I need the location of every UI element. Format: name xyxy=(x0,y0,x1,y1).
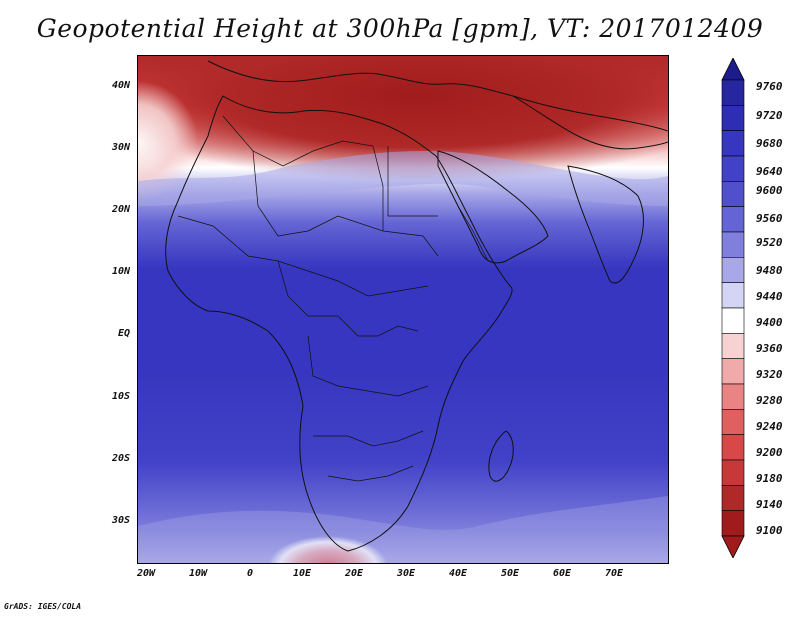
colorbar-box xyxy=(721,79,745,106)
lon-label-0: 0 xyxy=(246,568,254,579)
colorbar-label-9600: 9600 xyxy=(756,184,783,197)
lon-label-70e: 70E xyxy=(604,568,624,579)
lon-label-20w: 20W xyxy=(136,568,156,579)
lon-label-20e: 20E xyxy=(344,568,364,579)
colorbar-label-9360: 9360 xyxy=(756,342,783,355)
madagascar-coastline xyxy=(488,430,514,482)
colorbar-label-9640: 9640 xyxy=(756,165,783,178)
geopotential-field xyxy=(138,56,668,563)
colorbar-box xyxy=(721,105,745,131)
colorbar-box xyxy=(721,130,745,157)
lon-label-10e: 10E xyxy=(292,568,312,579)
colorbar-label-9400: 9400 xyxy=(756,316,783,329)
colorbar-label-9480: 9480 xyxy=(756,264,783,277)
colorbar-label-9100: 9100 xyxy=(756,524,783,537)
southern-ridge xyxy=(268,536,388,563)
europe-coastline xyxy=(207,60,668,132)
colorbar-box xyxy=(721,333,745,359)
colorbar-box xyxy=(721,257,745,283)
lon-label-40e: 40E xyxy=(448,568,468,579)
colorbar-box xyxy=(721,231,745,258)
lat-label-30s: 30S xyxy=(111,515,130,526)
colorbar-box xyxy=(721,282,745,309)
lon-label-30e: 30E xyxy=(396,568,416,579)
colorbar-box xyxy=(721,409,745,435)
colorbar-box xyxy=(721,459,745,486)
colorbar-label-9140: 9140 xyxy=(756,498,783,511)
colorbar-box xyxy=(721,485,745,511)
colorbar-box xyxy=(721,434,745,461)
lat-label-30n: 30N xyxy=(111,142,130,153)
lon-label-50e: 50E xyxy=(500,568,520,579)
lat-label-10n: 10N xyxy=(111,266,130,277)
colorbar-box xyxy=(721,358,745,385)
india-coastline xyxy=(567,165,644,284)
colorbar-label-9180: 9180 xyxy=(756,472,783,485)
colorbar xyxy=(721,58,745,558)
colorbar-bottom-arrow xyxy=(721,535,745,558)
colorbar-label-9760: 9760 xyxy=(756,80,783,93)
colorbar-box xyxy=(721,307,745,334)
colorbar-box xyxy=(721,155,745,182)
credit-text: GrADS: IGES/COLA xyxy=(4,602,82,611)
colorbar-label-9320: 9320 xyxy=(756,368,783,381)
arabia-coastline xyxy=(437,150,549,264)
colorbar-label-9680: 9680 xyxy=(756,137,783,150)
colorbar-label-9240: 9240 xyxy=(756,420,783,433)
colorbar-label-9280: 9280 xyxy=(756,394,783,407)
lat-label-10s: 10S xyxy=(111,391,130,402)
lat-label-20n: 20N xyxy=(111,204,130,215)
colorbar-box xyxy=(721,383,745,410)
asia-border xyxy=(512,95,668,150)
lat-label-eq: EQ xyxy=(117,328,130,339)
colorbar-label-9520: 9520 xyxy=(756,236,783,249)
africa-coastline xyxy=(165,95,513,552)
colorbar-box xyxy=(721,510,745,537)
map-area xyxy=(137,55,669,564)
map-title: Geopotential Height at 300hPa [gpm], VT:… xyxy=(36,14,764,43)
high-pressure-core xyxy=(138,56,668,181)
lon-label-60e: 60E xyxy=(552,568,572,579)
colorbar-label-9560: 9560 xyxy=(756,212,783,225)
colorbar-label-9720: 9720 xyxy=(756,109,783,122)
colorbar-label-9200: 9200 xyxy=(756,446,783,459)
lon-label-10w: 10W xyxy=(188,568,208,579)
coastlines xyxy=(165,60,668,552)
colorbar-top-arrow xyxy=(721,58,745,81)
colorbar-box xyxy=(721,206,745,233)
lat-label-20s: 20S xyxy=(111,453,130,464)
lat-label-40n: 40N xyxy=(111,80,130,91)
colorbar-label-9440: 9440 xyxy=(756,290,783,303)
colorbar-box xyxy=(721,181,745,207)
